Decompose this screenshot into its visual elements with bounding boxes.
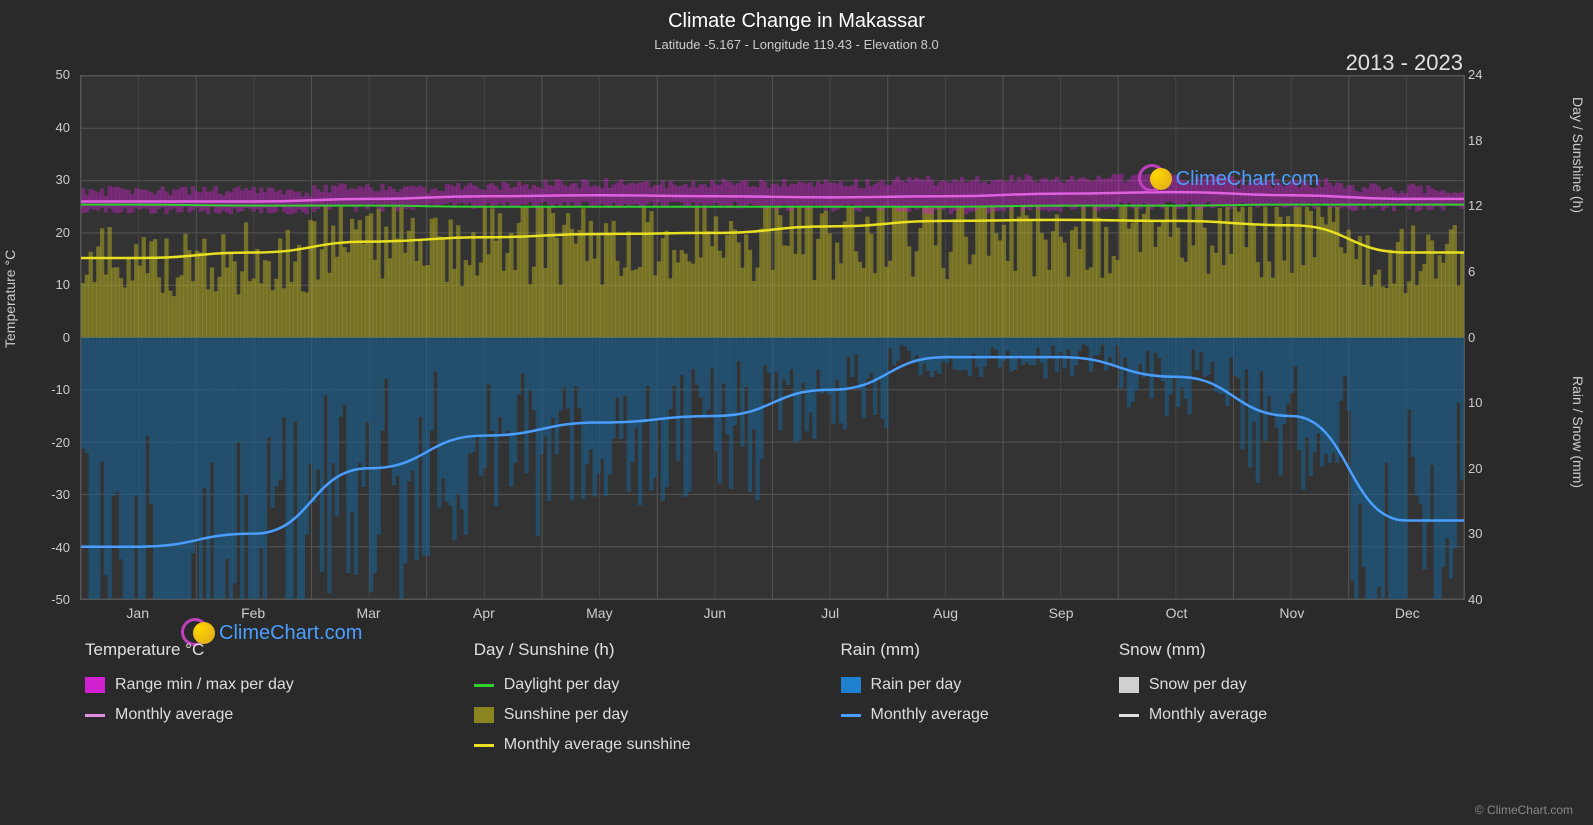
tick-label: -50 xyxy=(30,592,70,607)
month-label: Oct xyxy=(1166,605,1188,621)
month-label: Jul xyxy=(821,605,839,621)
tick-label: 30 xyxy=(30,172,70,187)
legend-label: Range min / max per day xyxy=(115,676,294,694)
tick-label: 20 xyxy=(30,225,70,240)
legend: Temperature °C Range min / max per day M… xyxy=(85,640,1485,754)
tick-label: 6 xyxy=(1468,264,1498,279)
right-axis-top-label: Day / Sunshine (h) xyxy=(1570,97,1586,213)
logo-text: ClimeChart.com xyxy=(1176,168,1319,191)
legend-header: Snow (mm) xyxy=(1119,640,1267,660)
legend-label: Rain per day xyxy=(871,676,962,694)
tick-label: -30 xyxy=(30,487,70,502)
tick-label: 18 xyxy=(1468,133,1498,148)
legend-item: Monthly average xyxy=(85,706,294,724)
logo-icon xyxy=(1138,164,1168,194)
tick-label: 20 xyxy=(1468,461,1498,476)
swatch-icon xyxy=(841,714,861,717)
swatch-icon xyxy=(474,707,494,723)
legend-col-temp: Temperature °C Range min / max per day M… xyxy=(85,640,294,754)
logo-top: ClimeChart.com xyxy=(1138,164,1319,194)
month-label: Dec xyxy=(1395,605,1420,621)
tick-label: 0 xyxy=(30,330,70,345)
chart-title: Climate Change in Makassar xyxy=(0,0,1593,33)
legend-header: Temperature °C xyxy=(85,640,294,660)
swatch-icon xyxy=(85,677,105,693)
month-label: Feb xyxy=(241,605,265,621)
month-label: May xyxy=(586,605,612,621)
plot-area: ClimeChart.com ClimeChart.com xyxy=(80,75,1465,600)
tick-label: 10 xyxy=(1468,395,1498,410)
copyright: © ClimeChart.com xyxy=(1475,803,1573,817)
legend-label: Monthly average sunshine xyxy=(504,736,691,754)
legend-item: Monthly average sunshine xyxy=(474,736,691,754)
tick-label: 12 xyxy=(1468,198,1498,213)
swatch-icon xyxy=(841,677,861,693)
legend-col-snow: Snow (mm) Snow per day Monthly average xyxy=(1119,640,1267,754)
month-label: Mar xyxy=(356,605,380,621)
legend-label: Monthly average xyxy=(1149,706,1267,724)
tick-label: 24 xyxy=(1468,67,1498,82)
month-label: Jun xyxy=(703,605,726,621)
month-label: Apr xyxy=(473,605,495,621)
legend-item: Rain per day xyxy=(841,676,989,694)
tick-label: 50 xyxy=(30,67,70,82)
legend-header: Day / Sunshine (h) xyxy=(474,640,691,660)
swatch-icon xyxy=(1119,714,1139,717)
legend-label: Daylight per day xyxy=(504,676,620,694)
swatch-icon xyxy=(474,744,494,747)
legend-item: Monthly average xyxy=(1119,706,1267,724)
tick-label: 10 xyxy=(30,277,70,292)
year-range: 2013 - 2023 xyxy=(1346,50,1463,76)
legend-item: Sunshine per day xyxy=(474,706,691,724)
legend-label: Monthly average xyxy=(115,706,233,724)
swatch-icon xyxy=(474,684,494,687)
legend-item: Daylight per day xyxy=(474,676,691,694)
climate-chart-container: Climate Change in Makassar Latitude -5.1… xyxy=(0,0,1593,825)
left-axis-label: Temperature °C xyxy=(2,250,18,348)
legend-col-rain: Rain (mm) Rain per day Monthly average xyxy=(841,640,989,754)
legend-item: Snow per day xyxy=(1119,676,1267,694)
month-label: Sep xyxy=(1049,605,1074,621)
month-label: Aug xyxy=(933,605,958,621)
tick-label: -40 xyxy=(30,540,70,555)
legend-item: Range min / max per day xyxy=(85,676,294,694)
left-axis-ticks: -50-40-30-20-1001020304050 xyxy=(20,75,75,600)
legend-label: Sunshine per day xyxy=(504,706,629,724)
legend-item: Monthly average xyxy=(841,706,989,724)
legend-label: Monthly average xyxy=(871,706,989,724)
tick-label: 40 xyxy=(1468,592,1498,607)
month-label: Jan xyxy=(126,605,149,621)
tick-label: -20 xyxy=(30,435,70,450)
legend-col-day: Day / Sunshine (h) Daylight per day Suns… xyxy=(474,640,691,754)
month-label: Nov xyxy=(1279,605,1304,621)
legend-header: Rain (mm) xyxy=(841,640,989,660)
plot-svg xyxy=(81,76,1464,599)
swatch-icon xyxy=(1119,677,1139,693)
right-axis-bottom-label: Rain / Snow (mm) xyxy=(1570,376,1586,488)
right-axis-ticks: 0612182410203040 xyxy=(1468,75,1503,600)
tick-label: 30 xyxy=(1468,526,1498,541)
tick-label: 40 xyxy=(30,120,70,135)
tick-label: -10 xyxy=(30,382,70,397)
swatch-icon xyxy=(85,714,105,717)
x-axis-labels: Jan Feb Mar Apr May Jun Jul Aug Sep Oct Nov Dec xyxy=(80,605,1465,630)
legend-label: Snow per day xyxy=(1149,676,1247,694)
tick-label: 0 xyxy=(1468,330,1498,345)
